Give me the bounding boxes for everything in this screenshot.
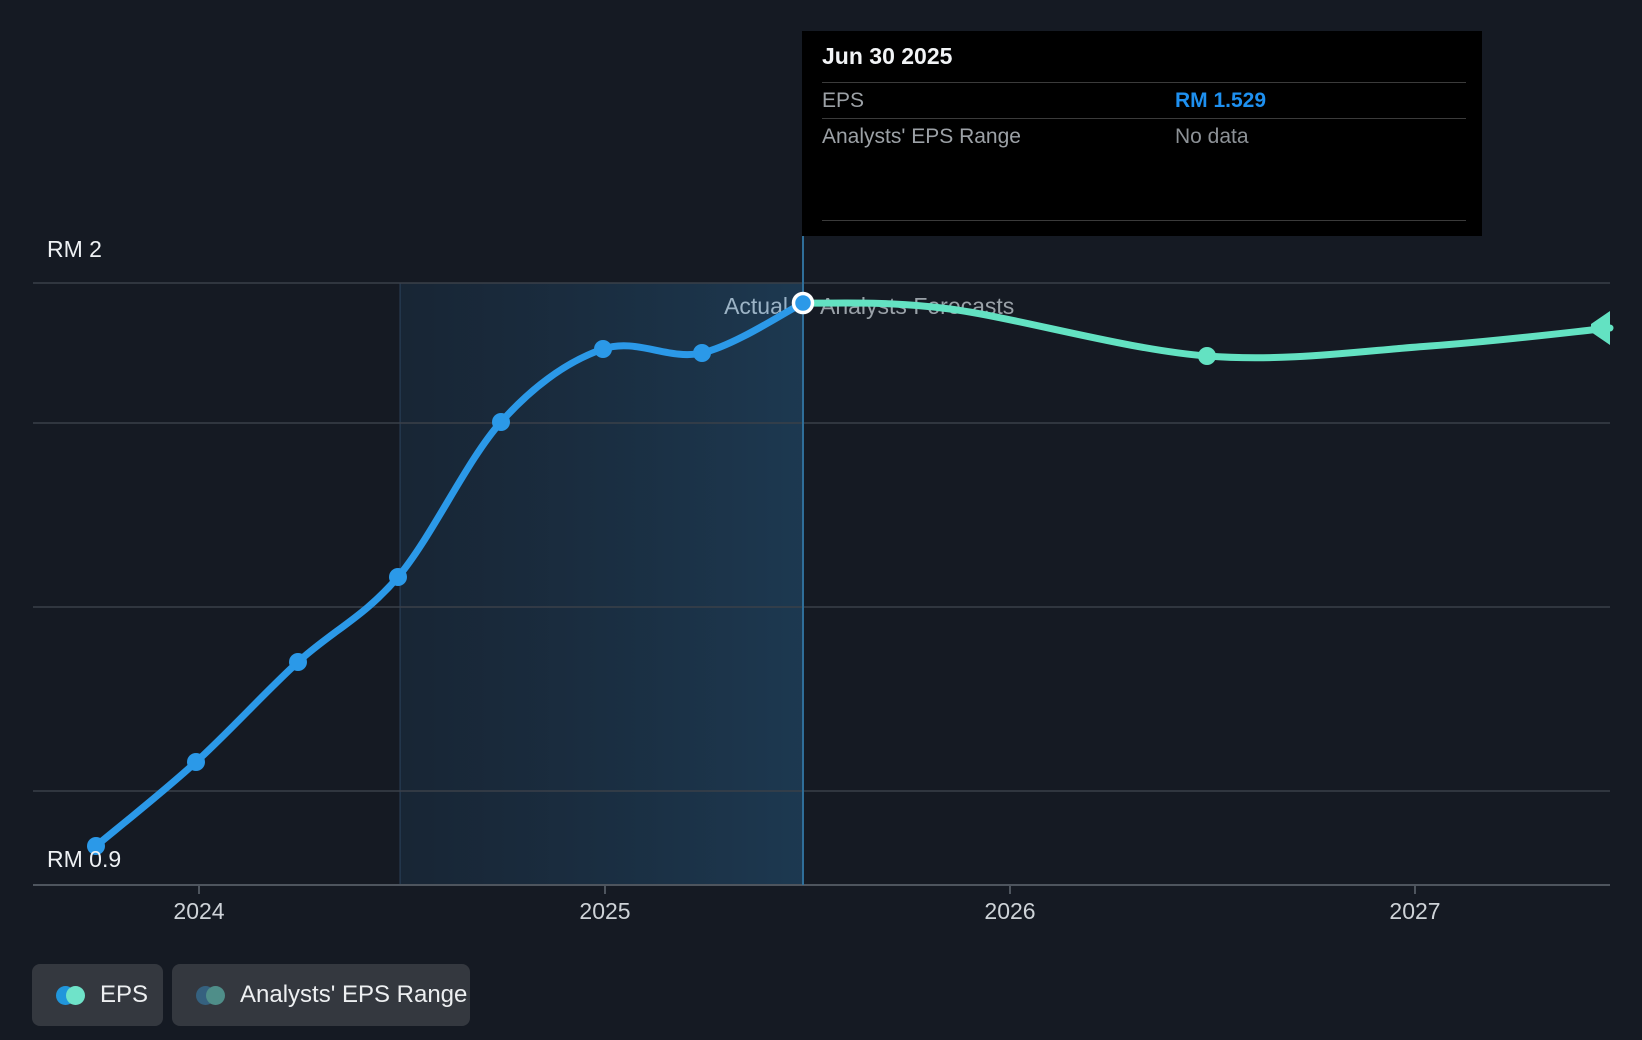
eps-forecast-dot-icon (66, 985, 85, 1005)
data-point-marker[interactable] (389, 568, 407, 586)
tooltip-row-range: Analysts' EPS Range No data (822, 119, 1466, 154)
legend-pill-analysts-eps-range[interactable]: Analysts' EPS Range (172, 964, 470, 1026)
x-axis-label-2024: 2024 (173, 898, 225, 924)
data-point-marker[interactable] (594, 340, 612, 358)
x-axis-label-2026: 2026 (984, 898, 1036, 924)
data-point-marker[interactable] (289, 653, 307, 671)
tooltip-eps-label: EPS (822, 88, 865, 112)
x-axis-label-2027: 2027 (1389, 898, 1441, 924)
hovered-data-point-marker[interactable] (791, 291, 815, 315)
data-point-marker[interactable] (693, 344, 711, 362)
series-line-actual[interactable] (92, 299, 807, 850)
tooltip-range-value: No data (1175, 124, 1249, 148)
tooltip-date: Jun 30 2025 (822, 31, 1466, 83)
data-point-marker[interactable] (87, 837, 105, 855)
y-axis-min-label: RM 0.9 (47, 846, 122, 872)
tooltip-spacer (822, 154, 1466, 221)
forecast-end-flare-marker[interactable] (1591, 311, 1610, 345)
tooltip-row-eps: EPS RM 1.529 (822, 83, 1466, 119)
tooltip-range-label: Analysts' EPS Range (822, 124, 1021, 148)
range-dot2-icon (206, 985, 225, 1005)
y-axis-max-label: RM 2 (47, 236, 102, 262)
data-point-marker[interactable] (1198, 347, 1216, 365)
tooltip-eps-value: RM 1.529 (1175, 88, 1267, 112)
legend-label: Analysts' EPS Range (240, 981, 468, 1008)
past-year-highlight-band (400, 283, 803, 885)
legend-label: EPS (100, 981, 149, 1008)
x-axis-label-2025: 2025 (579, 898, 631, 924)
data-point-marker[interactable] (492, 413, 510, 431)
data-point-marker[interactable] (187, 753, 205, 771)
legend-pill-eps[interactable]: EPS (32, 964, 163, 1026)
chart-tooltip: Jun 30 2025 EPS RM 1.529 Analysts' EPS R… (802, 31, 1482, 236)
